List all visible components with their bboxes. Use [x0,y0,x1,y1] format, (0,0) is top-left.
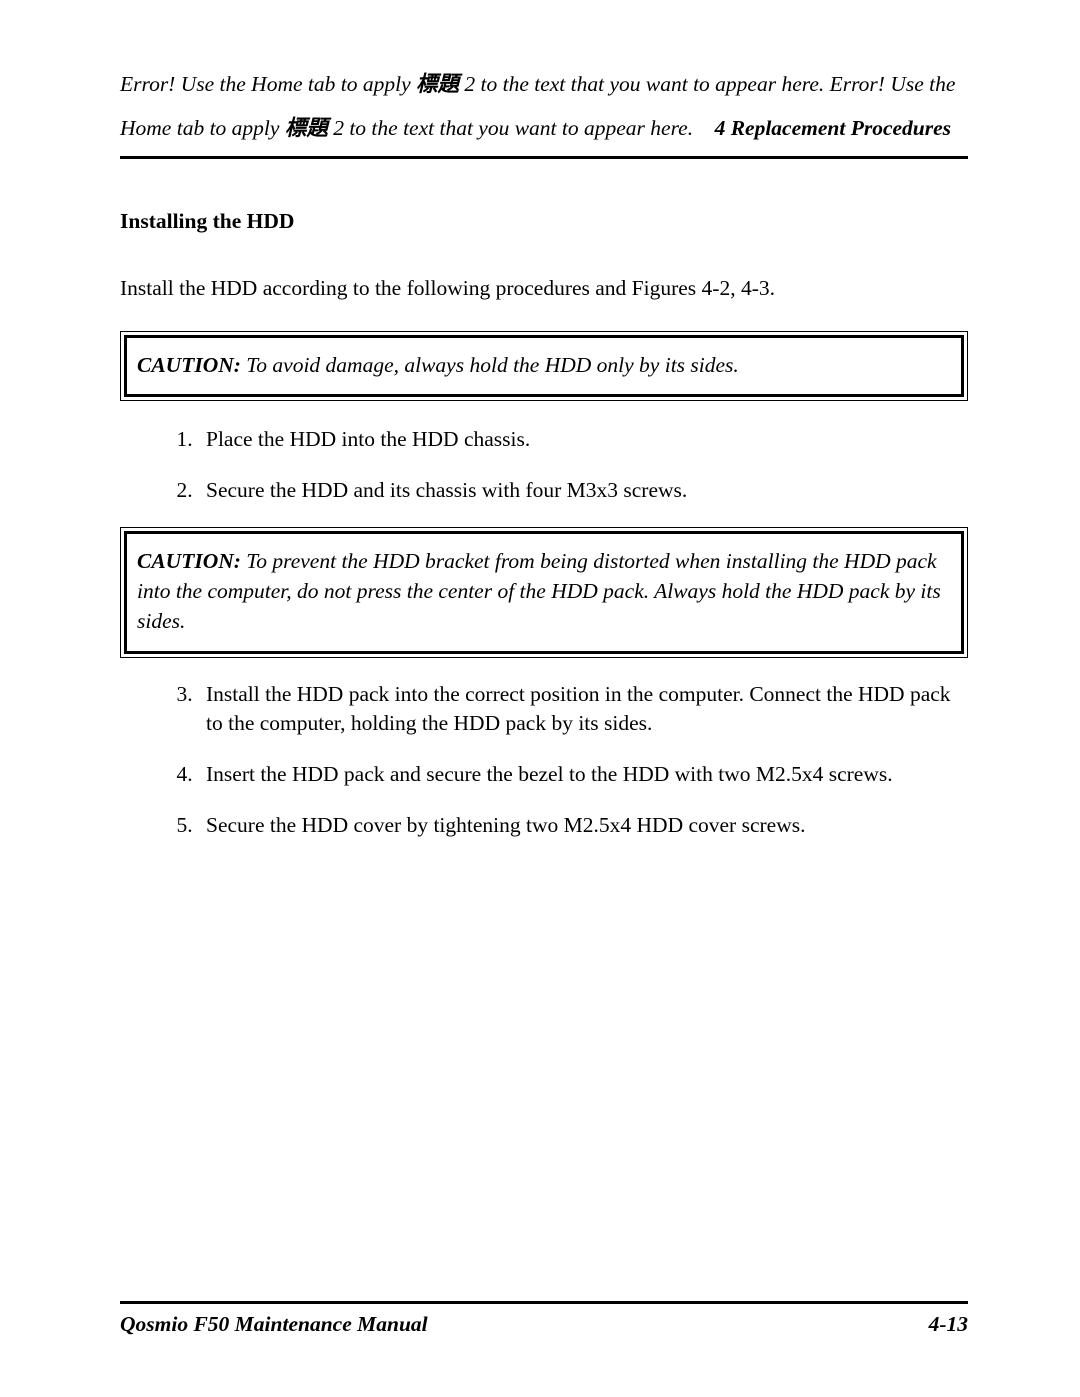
chapter-title: 4 Replacement Procedures [715,116,951,140]
footer-left: Qosmio F50 Maintenance Manual [120,1312,428,1337]
step-item: Secure the HDD cover by tightening two M… [198,811,968,840]
caution-text-2: To prevent the HDD bracket from being di… [137,549,941,633]
header-cjk-2: 標題 [285,116,328,140]
caution-label-2: CAUTION: [137,549,241,573]
step-item: Secure the HDD and its chassis with four… [198,476,968,505]
caution-text-1: To avoid damage, always hold the HDD onl… [241,353,739,377]
header-rule [120,156,968,159]
header-text-2a: Home tab to apply [120,116,285,140]
header-text-2b: 2 to the text that you want to appear he… [328,116,693,140]
intro-paragraph: Install the HDD according to the followi… [120,274,968,303]
footer-row: Qosmio F50 Maintenance Manual 4-13 [120,1312,968,1337]
step-item: Insert the HDD pack and secure the bezel… [198,760,968,789]
header-text-1a: Error! Use the Home tab to apply [120,72,416,96]
running-header: Error! Use the Home tab to apply 標題 2 to… [120,62,968,150]
document-page: Error! Use the Home tab to apply 標題 2 to… [0,0,1080,1397]
page-footer: Qosmio F50 Maintenance Manual 4-13 [120,1301,968,1337]
footer-right: 4-13 [929,1312,968,1337]
caution-box-2: CAUTION: To prevent the HDD bracket from… [120,527,968,657]
caution-inner-2: CAUTION: To prevent the HDD bracket from… [124,531,964,653]
caution-box-1: CAUTION: To avoid damage, always hold th… [120,331,968,401]
header-cjk-1: 標題 [416,72,459,96]
steps-list-2: Install the HDD pack into the correct po… [120,680,968,840]
step-item: Install the HDD pack into the correct po… [198,680,968,738]
section-heading: Installing the HDD [120,209,968,234]
footer-rule [120,1301,968,1304]
steps-list-1: Place the HDD into the HDD chassis. Secu… [120,425,968,505]
header-text-1b: 2 to the text that you want to appear he… [459,72,955,96]
caution-inner-1: CAUTION: To avoid damage, always hold th… [124,335,964,397]
step-item: Place the HDD into the HDD chassis. [198,425,968,454]
caution-label-1: CAUTION: [137,353,241,377]
